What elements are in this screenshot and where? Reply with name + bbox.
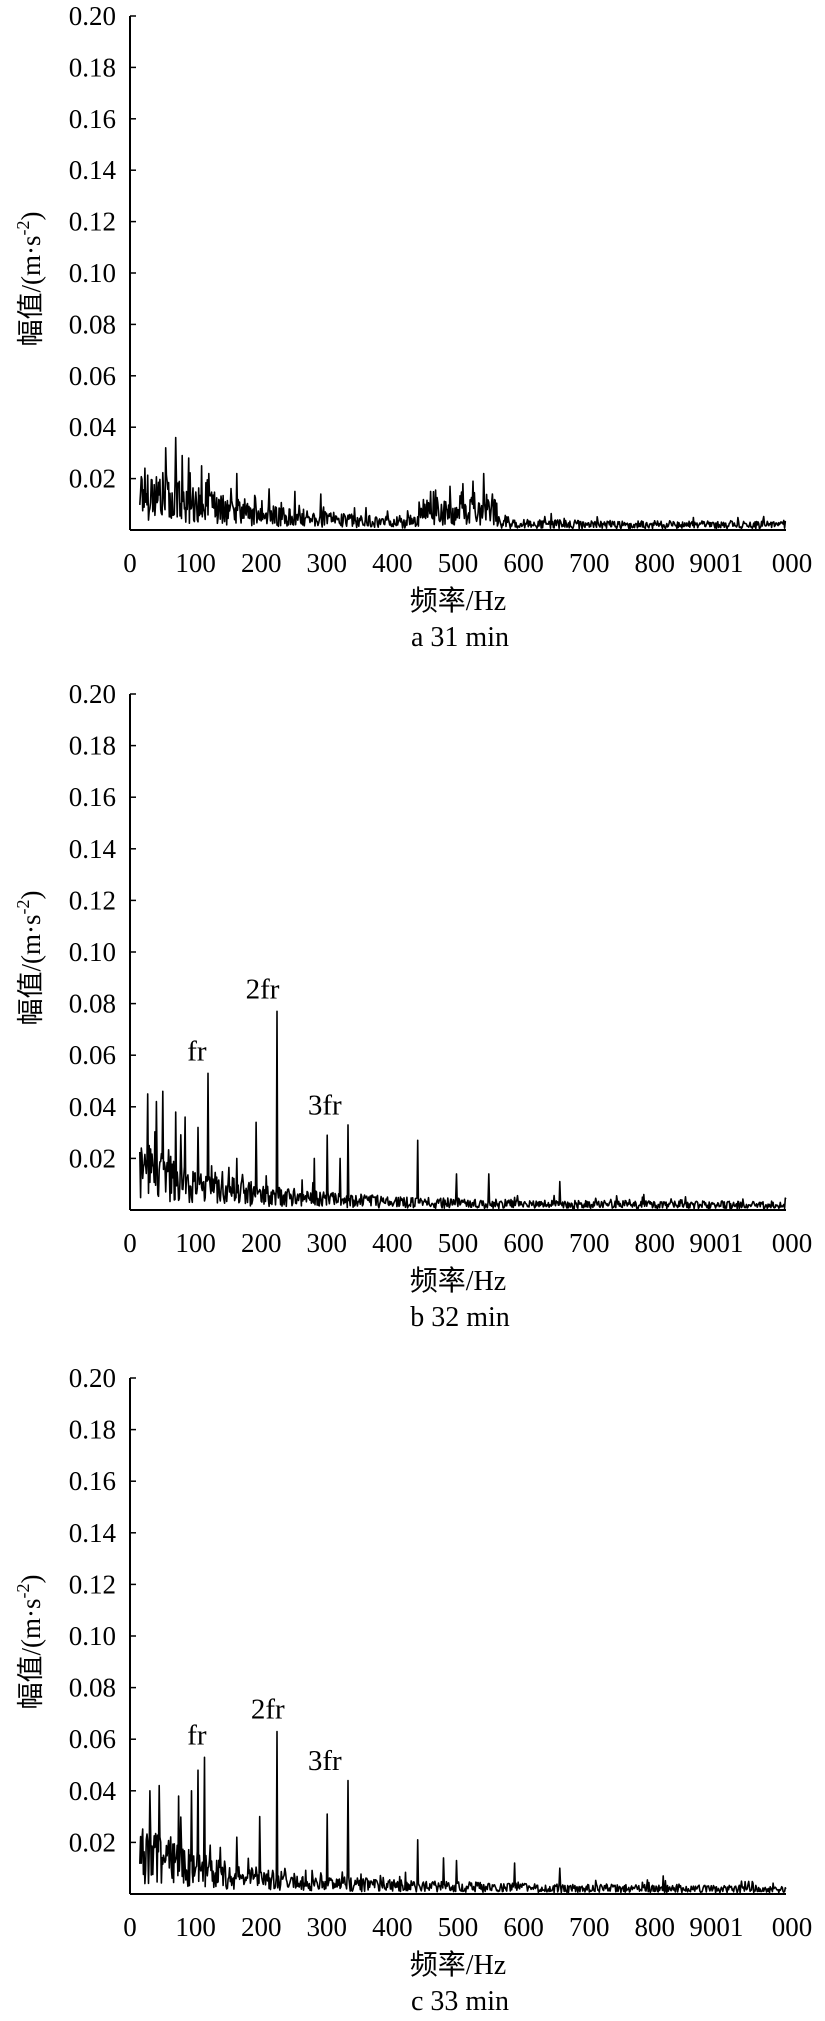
x-tick-label: 0 — [123, 548, 137, 578]
peak-annotation: 3fr — [308, 1090, 342, 1122]
y-tick-label: 0.08 — [69, 989, 116, 1019]
peak-annotation: 2fr — [246, 973, 280, 1005]
y-tick-label: 0.18 — [69, 731, 116, 761]
x-tick-label: 800 — [635, 1228, 676, 1258]
x-tick-label: 000 — [772, 1912, 813, 1942]
y-axis-label: 幅值/(m·s-2) — [13, 212, 46, 347]
y-tick-label: 0.12 — [69, 207, 116, 237]
y-tick-label: 0.02 — [69, 464, 116, 494]
y-tick-label: 0.20 — [69, 679, 116, 709]
y-tick-label: 0.02 — [69, 1827, 116, 1857]
y-tick-label: 0.16 — [69, 1466, 116, 1496]
chart-panel-3: 0.20 0.18 0.16 0.14 0.12 0.10 0.08 0.06 0.04 0.02… — [13, 1363, 812, 2017]
x-tick-label: 400 — [372, 1228, 413, 1258]
y-tick-label: 0.08 — [69, 1673, 116, 1703]
y-axis-label: 幅值/(m·s-2) — [13, 891, 46, 1026]
x-tick-label: 500 — [438, 1228, 479, 1258]
x-tick-label: 200 — [241, 1912, 282, 1942]
x-tick-label: 300 — [307, 1912, 348, 1942]
x-tick-label: 100 — [175, 548, 216, 578]
y-axis-label-sup: -2 — [13, 900, 33, 915]
y-axis-label: 幅值/(m·s-2) — [13, 1575, 46, 1710]
y-axis-label-sup: -2 — [13, 1584, 33, 1599]
x-tick-label: 500 — [438, 548, 479, 578]
x-tick-label: 700 — [569, 548, 610, 578]
panel-caption: a 31 min — [411, 622, 509, 653]
y-tick-label: 0.16 — [69, 782, 116, 812]
y-axis-label-close: ) — [16, 212, 46, 221]
y-tick-label: 0.08 — [69, 309, 116, 339]
y-axis-label-close: ) — [16, 891, 46, 900]
x-tick-label: 200 — [241, 548, 282, 578]
y-tick-label: 0.16 — [69, 104, 116, 134]
y-tick-label: 0.20 — [69, 1363, 116, 1393]
y-tick-label: 0.12 — [69, 885, 116, 915]
y-tick-label: 0.06 — [69, 1040, 116, 1070]
y-tick-label: 0.06 — [69, 1724, 116, 1754]
x-tick-label: 700 — [569, 1228, 610, 1258]
x-tick-label: 000 — [772, 1228, 813, 1258]
peak-annotation: fr — [187, 1035, 207, 1067]
x-tick-label: 700 — [569, 1912, 610, 1942]
spectrum-series — [139, 1730, 787, 1894]
y-tick-label: 0.18 — [69, 1415, 116, 1445]
x-tick-label: 000 — [772, 548, 813, 578]
y-tick-label: 0.10 — [69, 258, 116, 288]
x-tick-label: 600 — [503, 1912, 544, 1942]
x-tick-label: 9001 — [689, 1912, 743, 1942]
peak-annotation: 2fr — [251, 1694, 285, 1726]
x-tick-label: 9001 — [689, 548, 743, 578]
x-tick-label: 9001 — [689, 1228, 743, 1258]
spectrum-series — [139, 436, 787, 530]
panel-caption: b 32 min — [410, 1302, 510, 1333]
y-tick-label: 0.14 — [69, 155, 117, 185]
y-tick-label: 0.04 — [69, 1776, 117, 1806]
x-tick-label: 300 — [307, 548, 348, 578]
y-axis-label-main: 幅值/(m·s — [16, 915, 46, 1026]
x-tick-label: 800 — [635, 548, 676, 578]
y-tick-label: 0.10 — [69, 937, 116, 967]
x-tick-label: 600 — [503, 1228, 544, 1258]
x-tick-label: 100 — [175, 1912, 216, 1942]
y-tick-label: 0.12 — [69, 1569, 116, 1599]
peak-annotation: fr — [187, 1719, 207, 1751]
x-tick-label: 400 — [372, 548, 413, 578]
y-tick-label: 0.18 — [69, 52, 116, 82]
x-tick-label: 800 — [635, 1912, 676, 1942]
x-tick-label: 500 — [438, 1912, 479, 1942]
y-axis-label-sup: -2 — [13, 221, 33, 236]
chart-panel-1: 0.20 0.18 0.16 0.14 0.12 0.10 0.08 0.06 0.04 0.02… — [13, 1, 812, 653]
y-tick-label: 0.20 — [69, 1, 116, 31]
x-axis-label: 频率/Hz — [410, 1265, 506, 1297]
y-tick-label: 0.06 — [69, 361, 116, 391]
x-axis-label: 频率/Hz — [410, 585, 506, 617]
x-tick-label: 400 — [372, 1912, 413, 1942]
y-axis-label-close: ) — [16, 1575, 46, 1584]
y-axis-label-main: 幅值/(m·s — [16, 1599, 46, 1710]
y-tick-label: 0.10 — [69, 1621, 116, 1651]
y-tick-label: 0.14 — [69, 1518, 117, 1548]
x-tick-label: 100 — [175, 1228, 216, 1258]
y-tick-label: 0.04 — [69, 412, 117, 442]
x-tick-label: 0 — [123, 1912, 137, 1942]
x-axis-label: 频率/Hz — [410, 1949, 506, 1981]
x-tick-label: 600 — [503, 548, 544, 578]
panel-caption: c 33 min — [411, 1986, 509, 2017]
y-tick-label: 0.04 — [69, 1092, 117, 1122]
peak-annotation: 3fr — [308, 1745, 342, 1777]
y-tick-label: 0.14 — [69, 834, 117, 864]
y-tick-label: 0.02 — [69, 1143, 116, 1173]
x-tick-label: 300 — [307, 1228, 348, 1258]
spectrum-series — [139, 1010, 787, 1210]
x-tick-label: 0 — [123, 1228, 137, 1258]
x-tick-label: 200 — [241, 1228, 282, 1258]
chart-panel-2: 0.20 0.18 0.16 0.14 0.12 0.10 0.08 0.06 0.04 0.02… — [13, 679, 812, 1333]
y-axis-label-main: 幅值/(m·s — [16, 236, 46, 347]
